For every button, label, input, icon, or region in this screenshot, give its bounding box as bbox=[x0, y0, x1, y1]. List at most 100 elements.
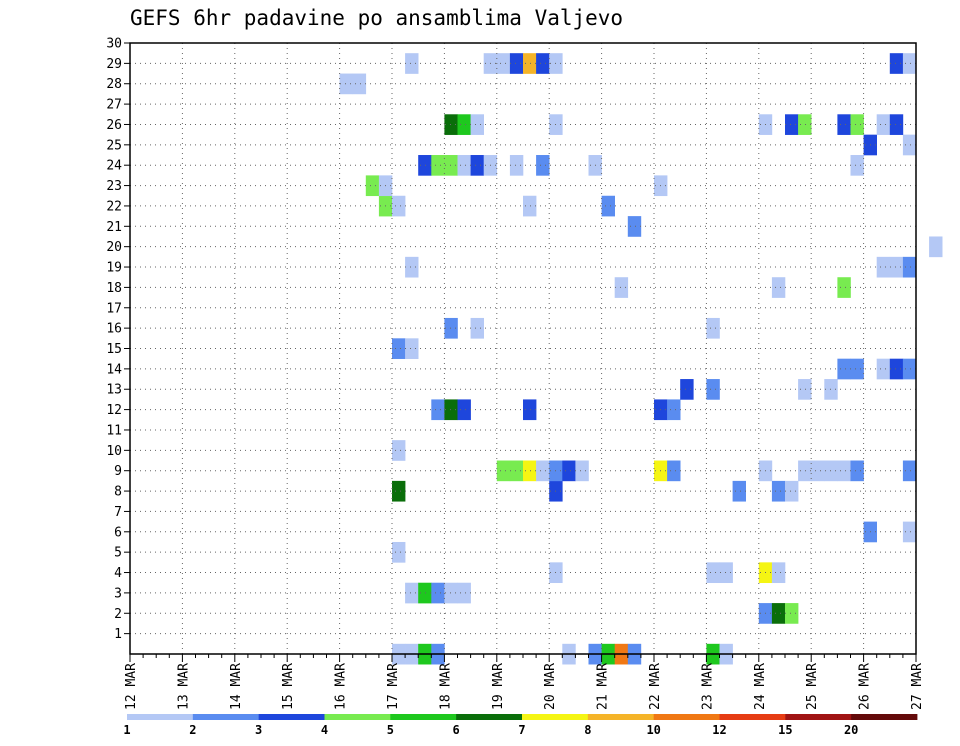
precip-cell bbox=[470, 317, 484, 339]
precip-cell bbox=[798, 379, 812, 400]
x-tick-label: 14 MAR bbox=[229, 663, 244, 710]
colorbar-label: 15 bbox=[778, 723, 792, 737]
precip-cell bbox=[523, 195, 537, 217]
y-tick-label: 24 bbox=[106, 159, 122, 174]
y-tick-label: 8 bbox=[114, 485, 122, 500]
precip-cell bbox=[706, 317, 720, 339]
x-tick-label: 15 MAR bbox=[281, 663, 296, 710]
precip-cell bbox=[392, 338, 406, 359]
precip-cell bbox=[902, 53, 917, 74]
x-tick-label: 22 MAR bbox=[648, 663, 663, 710]
y-tick-label: 12 bbox=[106, 403, 122, 418]
colorbar-segment bbox=[192, 714, 260, 720]
x-tick-label: 12 MAR bbox=[124, 663, 139, 710]
x-tick-label: 27 MAR bbox=[910, 663, 925, 710]
precip-cell bbox=[444, 114, 458, 135]
precip-cell bbox=[785, 114, 799, 135]
precip-cell bbox=[601, 195, 615, 217]
colorbar-label: 20 bbox=[844, 723, 858, 737]
precip-cell bbox=[523, 53, 537, 74]
precip-cell bbox=[889, 114, 904, 135]
precip-cell bbox=[850, 114, 864, 135]
x-tick-label: 24 MAR bbox=[753, 663, 768, 710]
precip-cell bbox=[627, 216, 642, 237]
precip-cell bbox=[902, 460, 917, 482]
precip-cell bbox=[392, 480, 406, 502]
y-tick-label: 3 bbox=[114, 586, 122, 601]
precip-cell bbox=[339, 73, 353, 95]
precip-cell bbox=[575, 460, 589, 482]
x-tick-label: 19 MAR bbox=[491, 663, 506, 710]
precip-cell bbox=[418, 155, 432, 176]
y-tick-label: 22 bbox=[106, 199, 122, 214]
precip-cell bbox=[785, 603, 799, 624]
precip-cell bbox=[785, 480, 799, 502]
colorbar-label: 7 bbox=[518, 723, 525, 737]
precip-cell bbox=[837, 114, 851, 135]
y-tick-label: 25 bbox=[106, 138, 122, 153]
colorbar-segment bbox=[653, 714, 720, 720]
y-tick-label: 30 bbox=[106, 37, 122, 52]
precip-cell bbox=[680, 379, 694, 400]
precip-cell bbox=[444, 582, 458, 604]
precip-cell bbox=[706, 379, 720, 400]
precip-cell bbox=[876, 256, 891, 278]
precip-cell bbox=[837, 358, 851, 380]
y-tick-label: 23 bbox=[106, 179, 122, 194]
precip-cell bbox=[457, 155, 471, 176]
colorbar-label: 5 bbox=[387, 723, 394, 737]
x-tick-label: 21 MAR bbox=[596, 663, 611, 710]
precip-cell bbox=[444, 317, 458, 339]
precip-cell bbox=[509, 53, 524, 74]
colorbar-label: 1 bbox=[123, 723, 130, 737]
y-tick-label: 1 bbox=[114, 627, 122, 642]
precip-cell bbox=[889, 53, 904, 74]
x-tick-label: 26 MAR bbox=[858, 663, 873, 710]
y-tick-label: 4 bbox=[114, 566, 122, 581]
y-tick-label: 6 bbox=[114, 525, 122, 540]
y-tick-label: 11 bbox=[106, 423, 122, 438]
precip-cell bbox=[392, 440, 406, 461]
x-tick-label: 25 MAR bbox=[805, 663, 820, 710]
x-tick-label: 13 MAR bbox=[176, 663, 191, 710]
precip-cell bbox=[418, 582, 432, 604]
precip-cell bbox=[811, 460, 825, 482]
y-tick-label: 26 bbox=[106, 118, 122, 133]
y-tick-label: 7 bbox=[114, 505, 122, 520]
y-tick-label: 20 bbox=[106, 240, 122, 255]
colorbar-label: 10 bbox=[646, 723, 660, 737]
chart-title: GEFS 6hr padavine po ansamblima Valjevo bbox=[130, 6, 624, 30]
precip-cell bbox=[771, 480, 786, 502]
precip-cell bbox=[902, 256, 917, 278]
precip-cell bbox=[405, 53, 419, 74]
precip-cell bbox=[771, 603, 786, 624]
colorbar-label: 2 bbox=[189, 723, 196, 737]
precip-cell bbox=[509, 460, 524, 482]
precip-cell bbox=[470, 155, 484, 176]
colorbar-segment bbox=[258, 714, 325, 720]
colorbar-segment bbox=[456, 714, 523, 720]
y-tick-label: 9 bbox=[114, 464, 122, 479]
precip-cell bbox=[392, 195, 406, 217]
x-tick-label: 18 MAR bbox=[438, 663, 453, 710]
y-tick-label: 19 bbox=[106, 261, 122, 276]
precip-cell bbox=[614, 277, 629, 298]
precip-cell bbox=[470, 114, 484, 135]
precip-cell bbox=[929, 236, 943, 258]
x-tick-label: 16 MAR bbox=[334, 663, 349, 710]
colorbar-label: 3 bbox=[255, 723, 262, 737]
precip-cell bbox=[850, 358, 864, 380]
y-tick-label: 29 bbox=[106, 57, 122, 72]
y-tick-label: 18 bbox=[106, 281, 122, 296]
precip-cell bbox=[850, 155, 864, 176]
y-tick-label: 10 bbox=[106, 444, 122, 459]
precip-cell bbox=[405, 256, 419, 278]
precip-cell bbox=[837, 277, 851, 298]
precip-cell bbox=[850, 460, 864, 482]
precip-cell bbox=[771, 562, 786, 584]
precip-cell bbox=[667, 399, 681, 421]
y-tick-label: 21 bbox=[106, 220, 122, 235]
precip-cell bbox=[706, 562, 720, 584]
precip-cell bbox=[523, 460, 537, 482]
